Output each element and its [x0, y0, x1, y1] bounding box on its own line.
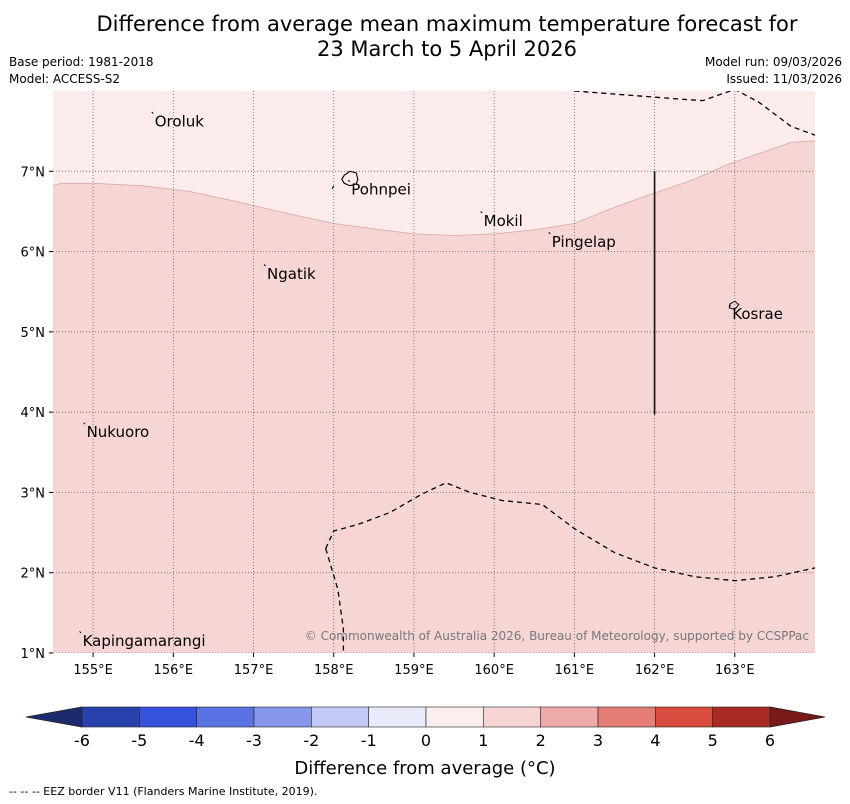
colorbar-tick-label: -5 [131, 731, 147, 750]
colorbar-tick-label: -2 [303, 731, 319, 750]
island-mark [83, 422, 86, 425]
colorbar-bin [81, 706, 140, 728]
colorbar-bin [655, 706, 713, 728]
model-run: Model run: 09/03/2026 [704, 55, 842, 69]
island-mark [263, 264, 266, 267]
contour-line [53, 140, 815, 236]
colorbar-tick-label: -1 [361, 731, 377, 750]
place-label: Oroluk [155, 112, 204, 130]
x-tick-label: 159°E [394, 663, 434, 678]
y-tick-label: 2°N [21, 567, 46, 582]
x-tick-label: 162°E [635, 663, 675, 678]
eez-footnote: -- -- -- EEZ border V11 (Flanders Marine… [9, 785, 318, 798]
place-label: Kapingamarangi [83, 632, 206, 650]
colorbar-tick-label: -4 [189, 731, 205, 750]
x-tick-label: 157°E [234, 663, 274, 678]
island-mark [151, 111, 154, 114]
copyright-text: © Commonwealth of Australia 2026, Bureau… [305, 629, 809, 643]
island-mark [331, 185, 335, 190]
x-tick-label: 161°E [555, 663, 595, 678]
y-tick-label: 6°N [21, 246, 46, 261]
colorbar-tick-label: 5 [708, 731, 718, 750]
colorbar-bin [311, 706, 369, 728]
colorbar-tick-label: 6 [765, 731, 775, 750]
place-label: Nukuoro [87, 423, 150, 441]
colorbar-label: Difference from average (°C) [294, 758, 555, 779]
y-tick-label: 4°N [21, 406, 46, 421]
island-mark [548, 232, 551, 235]
colorbar-tick-label: -6 [74, 731, 90, 750]
meta-left: Base period: 1981-2018 Model: ACCESS-S2 [9, 54, 154, 88]
colorbar-bin [712, 706, 771, 728]
island-mark [728, 304, 732, 307]
base-period: Base period: 1981-2018 [9, 55, 154, 69]
colorbar-tick-label: 2 [536, 731, 546, 750]
chart-title: Difference from average mean maximum tem… [0, 12, 850, 62]
colorbar-under-arrow [25, 706, 83, 728]
kosrae-island-shape [728, 300, 740, 310]
x-tick-label: 158°E [314, 663, 354, 678]
x-tick-label: 160°E [474, 663, 514, 678]
model-name: Model: ACCESS-S2 [9, 72, 121, 86]
colorbar-bin [139, 706, 197, 728]
island-mark [79, 631, 82, 634]
colorbar-tick-label: 4 [650, 731, 660, 750]
island-mark [347, 179, 351, 183]
place-label: Kosrae [732, 305, 783, 323]
x-tick-label: 156°E [154, 663, 194, 678]
colorbar-bin [483, 706, 541, 728]
zone-1-2-fill [53, 140, 815, 653]
colorbar-bin [196, 706, 255, 728]
place-label: Mokil [484, 212, 523, 230]
colorbar-bin [253, 706, 312, 728]
title-line-1: Difference from average mean maximum tem… [96, 12, 798, 36]
y-tick-label: 1°N [21, 647, 46, 662]
pohnpei-island-shape [341, 170, 359, 187]
y-tick-label: 7°N [21, 165, 46, 180]
issued-date: Issued: 11/03/2026 [726, 72, 842, 86]
colorbar-tick-label: 0 [421, 731, 431, 750]
x-tick-label: 155°E [73, 663, 113, 678]
eez-border [325, 548, 345, 653]
eez-border [325, 482, 815, 582]
colorbar-bin [368, 706, 427, 728]
place-label: Ngatik [267, 265, 316, 283]
colorbar-bin [597, 706, 656, 728]
colorbar-over-arrow [769, 706, 826, 728]
place-label: Pingelap [552, 233, 616, 251]
colorbar-tick-label: -3 [246, 731, 262, 750]
x-tick-label: 163°E [715, 663, 755, 678]
y-tick-label: 5°N [21, 326, 46, 341]
colorbar-tick-label: 3 [593, 731, 603, 750]
title-line-2: 23 March to 5 April 2026 [317, 37, 577, 61]
place-label: Pohnpei [351, 181, 411, 199]
meta-right: Model run: 09/03/2026 Issued: 11/03/2026 [705, 54, 842, 88]
map-figure: Oroluk Pohnpei Mokil Pingelap Ngatik Kosrae Nu… [21, 91, 815, 678]
colorbar-tick-label: 1 [478, 731, 488, 750]
colorbar-bin [540, 706, 599, 728]
colorbar-bin [425, 706, 484, 728]
y-tick-label: 3°N [21, 486, 46, 501]
island-mark [480, 211, 483, 214]
